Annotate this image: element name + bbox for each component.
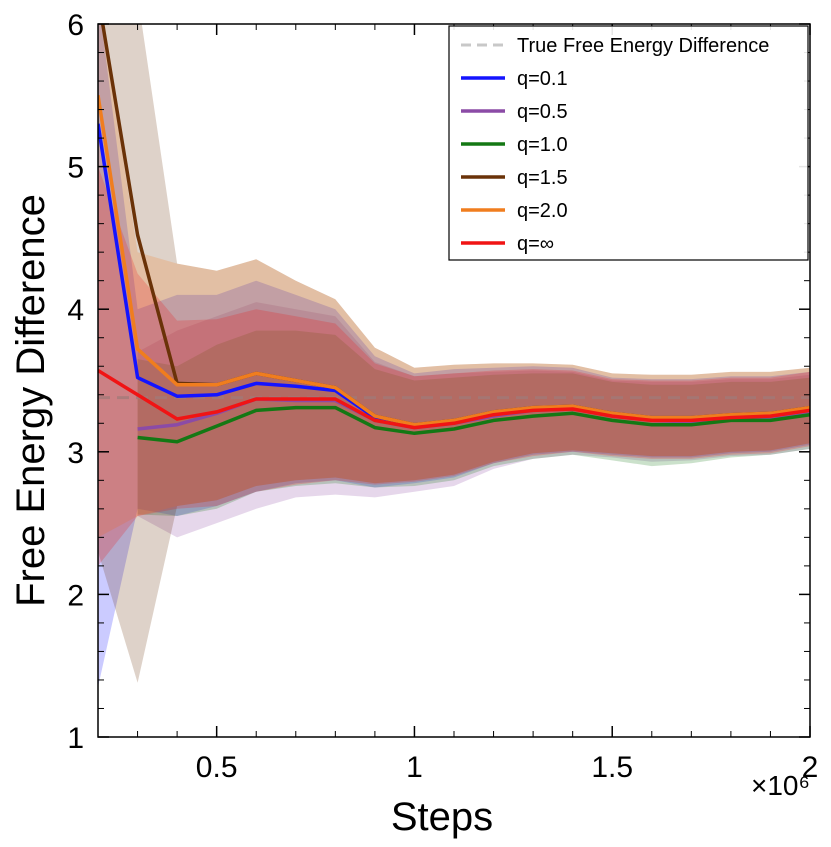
y-tick-label: 4 bbox=[67, 294, 84, 327]
y-axis-label: Free Energy Difference bbox=[9, 194, 53, 607]
y-tick-label: 5 bbox=[67, 152, 84, 185]
legend-box bbox=[448, 25, 809, 261]
legend: True Free Energy Difference q=0.1 q=0.5 q=1… bbox=[448, 25, 809, 261]
legend-label-reference: True Free Energy Difference bbox=[517, 35, 769, 57]
legend-label-5: q=2.0 bbox=[517, 200, 568, 222]
series-lines bbox=[98, 24, 810, 444]
x-tick-label: 0.5 bbox=[196, 751, 238, 784]
band-1 bbox=[98, 24, 810, 688]
band-6 bbox=[98, 166, 810, 566]
axes: 1 2 3 4 5 6 0.5 1 1.5 2 Steps Free Energy Differenc… bbox=[9, 9, 818, 839]
x-axis-label: Steps bbox=[391, 795, 493, 839]
series-line-5 bbox=[98, 95, 810, 427]
band-4 bbox=[98, 24, 810, 683]
x-tick-label: 2 bbox=[802, 751, 819, 784]
x-scale-label: ×10⁶ bbox=[751, 770, 810, 801]
series-line-6 bbox=[98, 369, 810, 430]
legend-label-4: q=1.5 bbox=[517, 167, 568, 189]
legend-label-3: q=1.0 bbox=[517, 134, 568, 156]
y-tick-label: 6 bbox=[67, 9, 84, 42]
y-tick-label: 3 bbox=[67, 437, 84, 470]
x-tick-label: 1 bbox=[406, 751, 423, 784]
series-line-3 bbox=[137, 405, 810, 444]
y-tick-label: 1 bbox=[67, 722, 84, 755]
y-tick-label: 2 bbox=[67, 579, 84, 612]
legend-label-2: q=0.5 bbox=[517, 101, 568, 123]
x-tick-label: 1.5 bbox=[591, 751, 633, 784]
legend-label-1: q=0.1 bbox=[517, 68, 568, 90]
legend-label-6: q=∞ bbox=[517, 233, 554, 255]
